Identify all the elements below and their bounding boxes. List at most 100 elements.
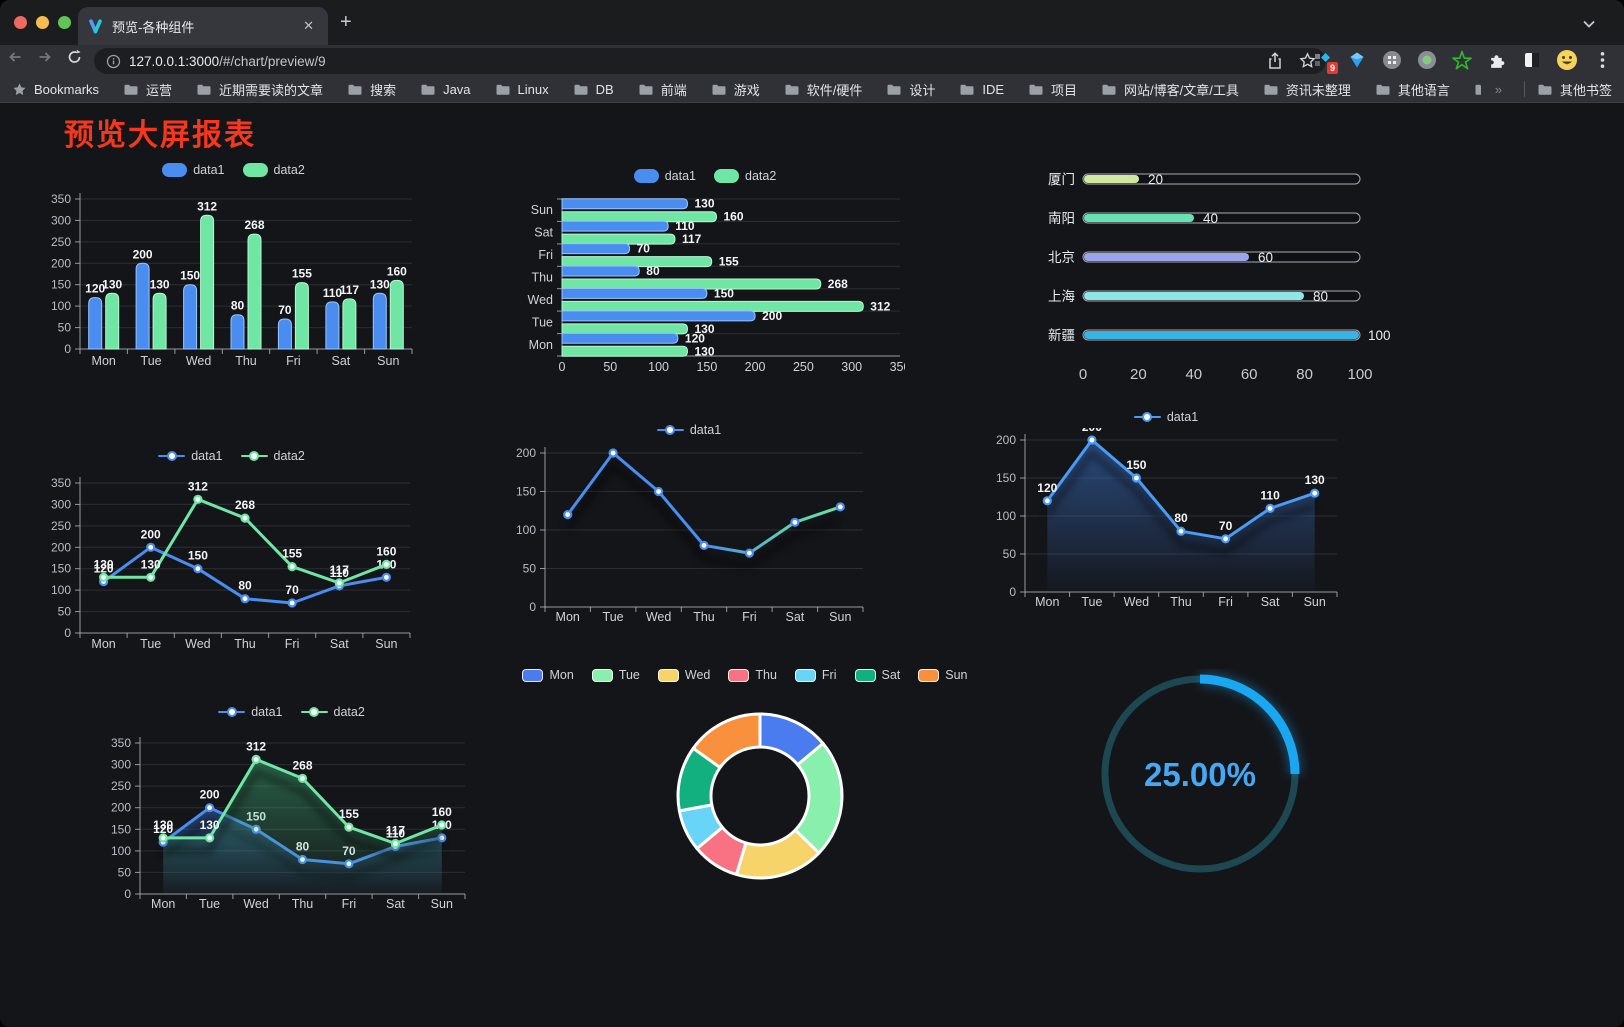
chart-dual-area-line[interactable]: data1 data2 0 50 100 150 200 250 300 350 Mon Tue Wed… (104, 701, 479, 927)
svg-text:Sat: Sat (534, 226, 553, 240)
legend-item[interactable]: Fri (794, 668, 837, 682)
new-tab-button[interactable]: + (340, 11, 352, 33)
svg-text:150: 150 (51, 278, 71, 292)
folder-icon (785, 84, 799, 95)
bookmark-folder[interactable]: 项目 (1028, 80, 1077, 99)
legend-item[interactable]: data2 (242, 163, 305, 177)
other-bookmarks-folder[interactable]: 其他书签 (1537, 80, 1612, 99)
chart-dual-line[interactable]: data1 data2 0 50 100 150 200 250 300 350 Mon Tue Wed… (44, 445, 419, 668)
bookmark-folder[interactable]: Linux (495, 80, 549, 99)
legend-item[interactable]: data1 (162, 163, 225, 177)
extensions-puzzle-icon[interactable] (1485, 48, 1509, 72)
legend-item[interactable]: Tue (591, 668, 640, 682)
legend-item[interactable]: data1 (1133, 410, 1198, 424)
chart-horizontal-bar[interactable]: data1 data2 Sun 130 160 Sat 110 117 Fri 70 155 Thu 8… (505, 165, 911, 388)
legend-item[interactable]: data1 (218, 705, 283, 719)
minimize-window-button[interactable] (36, 16, 49, 29)
bookmarks-manager[interactable]: Bookmarks (12, 82, 99, 97)
bookmark-folder[interactable]: Java (420, 80, 471, 99)
browser-tab[interactable]: 预览-各种组件 ✕ (78, 7, 328, 45)
svg-text:117: 117 (682, 232, 702, 246)
bookmark-folder[interactable]: 前端 (638, 80, 687, 99)
chart-gradient-line[interactable]: data1 0 50 100 150 200 Mon Tue Wed Thu Fri Sat Sun (505, 419, 873, 642)
legend-item[interactable]: data2 (714, 169, 776, 183)
bookmarks-bar: Bookmarks 运营 近期需要读的文章 搜索 Java Linux DB 前端 游戏 软件/… (0, 76, 1624, 103)
bookmark-folder[interactable]: IDE (959, 80, 1004, 99)
legend-item[interactable]: Sun (918, 668, 968, 682)
legend-item[interactable]: data2 (240, 449, 305, 463)
share-icon[interactable] (1267, 52, 1283, 75)
bookmark-folder[interactable]: 游戏 (711, 80, 760, 99)
folder-icon (496, 84, 510, 95)
bookmark-folder[interactable]: 软件/硬件 (784, 80, 862, 99)
chart-canvas[interactable]: 0 50 100 150 200 250 300 350 Mon Tue Wed Thu Fri Sat S… (46, 181, 421, 379)
extension-star-icon[interactable] (1450, 48, 1474, 72)
extension-dot-icon[interactable] (1415, 48, 1439, 72)
svg-text:312: 312 (246, 739, 266, 753)
chart-area-line[interactable]: data1 0 50 100 150 200 Mon Tue Wed Thu Fri Sat Sun 12… (985, 406, 1347, 629)
legend-item[interactable]: Thu (728, 668, 777, 682)
svg-text:80: 80 (646, 264, 660, 278)
bookmarks-divider (1523, 81, 1525, 97)
chart-donut[interactable]: Mon Tue Wed Thu Fri Sat Sun (522, 664, 968, 906)
legend-item[interactable]: Wed (657, 668, 710, 682)
bookmark-folder[interactable]: 运营 (123, 80, 172, 99)
reload-button[interactable] (66, 49, 83, 70)
bookmark-star-icon[interactable] (1299, 52, 1316, 75)
chart-legend: data1 (505, 419, 873, 441)
bookmark-folder[interactable]: 搜索 (347, 80, 396, 99)
legend-item[interactable]: data2 (300, 705, 365, 719)
bookmarks-overflow-chevron[interactable]: » (1494, 81, 1502, 97)
address-bar[interactable]: 127.0.0.1:3000/#/chart/preview/9 (94, 48, 1326, 74)
svg-text:155: 155 (719, 255, 739, 269)
dark-mode-extension-icon[interactable] (1520, 48, 1544, 72)
svg-text:Wed: Wed (646, 610, 672, 624)
legend-item[interactable]: data1 (633, 169, 696, 183)
chart-gauge[interactable]: 25.00% (1090, 669, 1310, 889)
legend-item[interactable]: data1 (158, 449, 223, 463)
chart-canvas[interactable]: 厦门 20 南阳 40 北京 60 上海 80 新疆 100 0 20 40 60 80 100 (1000, 161, 1395, 401)
legend-item[interactable]: Sat (854, 668, 900, 682)
chart-canvas[interactable]: 0 50 100 150 200 Mon Tue Wed Thu Fri Sat Sun 120 200 1… (985, 420, 1347, 624)
close-window-button[interactable] (14, 16, 27, 29)
svg-text:Tue: Tue (199, 897, 220, 911)
svg-text:120: 120 (1037, 481, 1057, 495)
chart-canvas[interactable]: 0 50 100 150 200 250 300 350 Mon Tue Wed Thu Fri Sat S… (44, 467, 419, 663)
chart-progress-bars[interactable]: 厦门 20 南阳 40 北京 60 上海 80 新疆 100 0 20 40 60 80 100 (1000, 161, 1395, 406)
extension-pixels-icon[interactable]: 9 (1310, 48, 1338, 74)
bookmark-folder[interactable]: DB (573, 80, 614, 99)
svg-text:120: 120 (85, 282, 105, 296)
svg-text:Sat: Sat (332, 354, 351, 368)
url-text: 127.0.0.1:3000/#/chart/preview/9 (129, 53, 326, 69)
bookmark-folder[interactable]: 近期需要读的文章 (196, 80, 323, 99)
profile-avatar[interactable] (1555, 48, 1579, 72)
svg-text:Sun: Sun (377, 354, 399, 368)
bookmark-folder[interactable]: 其他语言 (1375, 80, 1450, 99)
forward-button[interactable] (36, 49, 54, 70)
extension-kite-icon[interactable] (1345, 48, 1369, 72)
chart-grouped-bar[interactable]: data1 data2 0 50 100 150 200 250 300 350 Mon Tue Wed… (46, 159, 421, 384)
back-button[interactable] (6, 49, 24, 70)
bookmark-folder[interactable]: PHP (1474, 80, 1481, 99)
svg-text:80: 80 (1174, 511, 1188, 525)
bookmark-folder[interactable]: 设计 (886, 80, 935, 99)
svg-text:Thu: Thu (1170, 595, 1192, 609)
svg-text:160: 160 (432, 805, 452, 819)
svg-text:110: 110 (386, 827, 406, 841)
chart-canvas[interactable]: 0 50 100 150 200 Mon Tue Wed Thu Fri Sat Sun (505, 441, 873, 637)
site-info-icon[interactable] (106, 54, 121, 69)
legend-item[interactable]: data1 (656, 423, 721, 437)
chart-canvas[interactable]: 25.00% (1090, 669, 1310, 884)
chart-canvas[interactable]: 0 50 100 150 200 250 300 350 Mon Tue Wed Thu Fri Sat S… (104, 723, 479, 922)
svg-text:110: 110 (330, 566, 350, 580)
bookmark-folder[interactable]: 网站/博客/文章/工具 (1101, 80, 1239, 99)
bookmark-folder[interactable]: 资讯未整理 (1263, 80, 1351, 99)
extension-command-icon[interactable] (1380, 48, 1404, 72)
fullscreen-window-button[interactable] (58, 16, 71, 29)
legend-item[interactable]: Mon (522, 668, 574, 682)
tab-search-chevron-icon[interactable] (1582, 16, 1596, 34)
tab-close-icon[interactable]: ✕ (303, 18, 314, 33)
chart-canvas[interactable] (545, 686, 945, 901)
browser-menu-kebab-icon[interactable] (1590, 48, 1614, 72)
